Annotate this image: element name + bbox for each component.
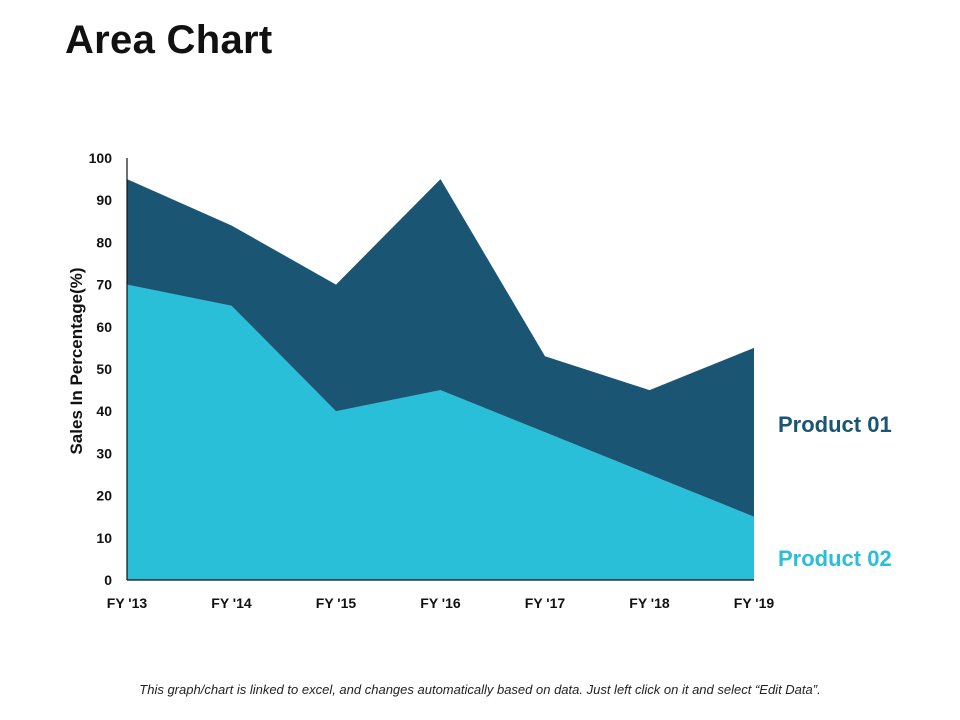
y-tick-label: 70 bbox=[96, 277, 112, 293]
y-tick-label: 30 bbox=[96, 445, 112, 461]
y-axis-ticks: 0 10 20 30 40 50 60 70 80 90 100 bbox=[89, 150, 113, 588]
y-tick-label: 80 bbox=[96, 234, 112, 250]
legend-product-02: Product 02 bbox=[778, 546, 892, 571]
x-tick-label: FY '13 bbox=[107, 595, 148, 611]
y-tick-label: 40 bbox=[96, 403, 112, 419]
chart-axes bbox=[126, 158, 754, 581]
x-tick-label: FY '15 bbox=[316, 595, 357, 611]
x-tick-label: FY '18 bbox=[629, 595, 670, 611]
y-tick-label: 50 bbox=[96, 361, 112, 377]
x-tick-label: FY '14 bbox=[211, 595, 252, 611]
y-axis-label: Sales In Percentage(%) bbox=[67, 267, 86, 454]
x-tick-label: FY '17 bbox=[525, 595, 566, 611]
chart-areas bbox=[127, 179, 754, 580]
legend-product-01: Product 01 bbox=[778, 412, 892, 437]
area-product-01 bbox=[127, 179, 754, 517]
y-tick-label: 60 bbox=[96, 319, 112, 335]
y-tick-label: 100 bbox=[89, 150, 113, 166]
x-axis-ticks: FY '13 FY '14 FY '15 FY '16 FY '17 FY '18 FY '… bbox=[107, 595, 775, 611]
x-tick-label: FY '19 bbox=[734, 595, 775, 611]
footnote: This graph/chart is linked to excel, and… bbox=[139, 682, 821, 697]
x-tick-label: FY '16 bbox=[420, 595, 461, 611]
y-tick-label: 20 bbox=[96, 488, 112, 504]
page-title: Area Chart bbox=[65, 18, 273, 62]
y-tick-label: 90 bbox=[96, 192, 112, 208]
chart-legend: Product 02 Product 01 bbox=[778, 412, 892, 571]
y-tick-label: 0 bbox=[104, 572, 112, 588]
y-tick-label: 10 bbox=[96, 530, 112, 546]
